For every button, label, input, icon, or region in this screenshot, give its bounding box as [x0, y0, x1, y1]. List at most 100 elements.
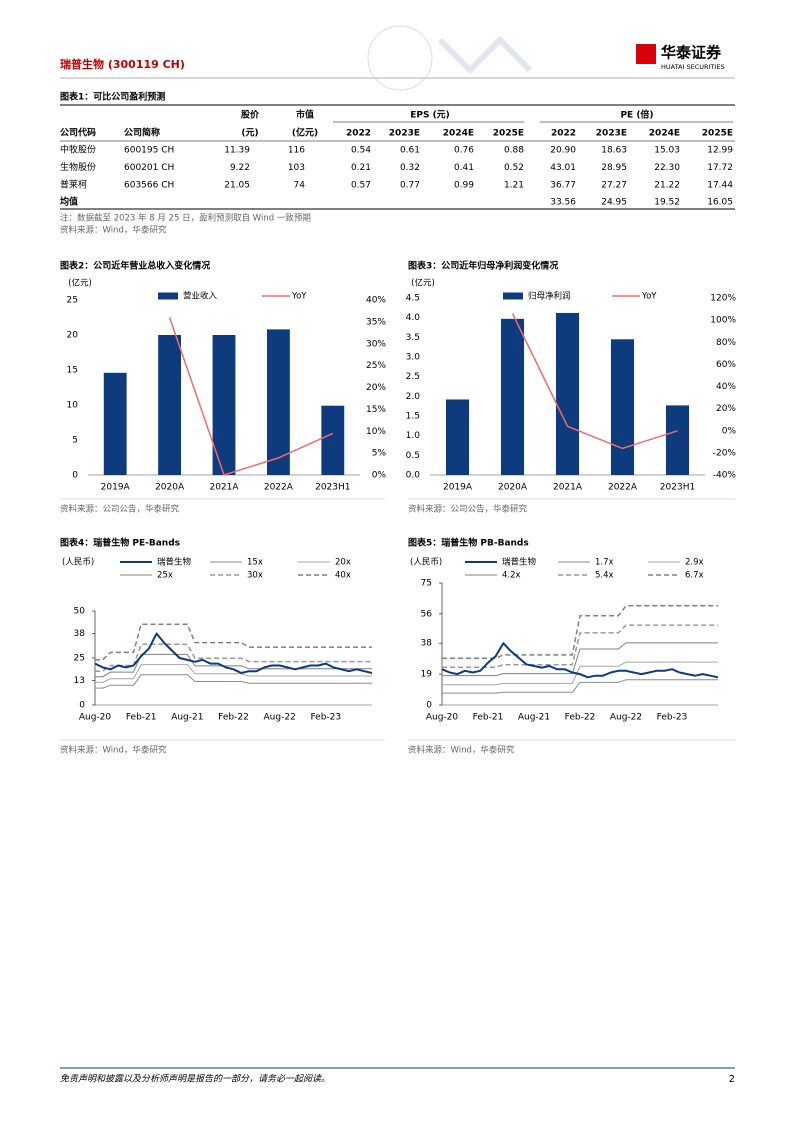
- table-note: 注：数据截至 2023 年 8 月 25 日，盈利预测取自 Wind 一致预期: [60, 213, 311, 224]
- axis-unit: (亿元): [68, 278, 92, 289]
- x-tick-label: Feb-22: [218, 713, 249, 723]
- legend-label: YoY: [641, 292, 657, 302]
- legend-label: 30x: [247, 571, 263, 581]
- legend-label: 40x: [335, 571, 351, 581]
- y-tick-label: 50: [74, 607, 86, 617]
- average-cell: 19.52: [654, 198, 680, 208]
- y-tick-label: 5: [72, 436, 78, 446]
- x-tick-label: 2023H1: [660, 483, 695, 493]
- y2-tick-label: 100%: [710, 316, 736, 326]
- legend-label: 瑞普生物: [502, 557, 537, 568]
- series-line: [95, 653, 372, 678]
- table-cell: 0.41: [454, 163, 474, 173]
- y-tick-label: 0.0: [406, 471, 421, 481]
- figure-source: 资料来源：Wind，华泰研究: [60, 745, 167, 756]
- y-tick-label: 4.0: [406, 313, 421, 323]
- x-tick-label: 2021A: [209, 483, 239, 493]
- y-tick-label: 0: [72, 471, 78, 481]
- logo-mark: [636, 44, 656, 64]
- x-tick-label: Feb-22: [565, 713, 596, 723]
- y2-tick-label: 0%: [372, 471, 387, 481]
- series-line: [442, 624, 718, 669]
- x-tick-label: 2023H1: [315, 483, 350, 493]
- bar: [555, 312, 580, 475]
- table-source: 资料来源：Wind，华泰研究: [60, 225, 167, 236]
- y-tick-label: 15: [67, 366, 78, 376]
- x-tick-label: Feb-21: [126, 713, 157, 723]
- y2-tick-label: 5%: [372, 449, 387, 459]
- column-header: 2022: [551, 129, 576, 139]
- y-tick-label: 10: [67, 401, 79, 411]
- figure-title: 图表3：公司近年归母净利润变化情况: [408, 260, 558, 272]
- column-header: 2025E: [702, 129, 733, 139]
- table-cell: 0.32: [400, 163, 420, 173]
- axis-unit: (亿元): [411, 278, 435, 289]
- y-tick-label: 19: [421, 670, 433, 680]
- x-tick-label: 2021A: [553, 483, 583, 493]
- series-line: [442, 642, 718, 677]
- series-line: [95, 623, 372, 661]
- legend-label: 瑞普生物: [157, 557, 192, 568]
- table-cell: 20.90: [550, 146, 576, 156]
- y2-tick-label: 120%: [710, 294, 736, 304]
- series-line: [94, 632, 373, 674]
- table-cell: 21.05: [224, 181, 250, 191]
- y-tick-label: 2.0: [406, 392, 421, 402]
- series-line: [95, 643, 372, 672]
- table-cell: 0.21: [351, 163, 371, 173]
- column-header: 2022: [346, 129, 371, 139]
- table-cell: 12.99: [707, 146, 733, 156]
- group-header: EPS (元): [410, 110, 450, 121]
- x-tick-label: 2020A: [498, 483, 528, 493]
- average-cell: 24.95: [601, 198, 627, 208]
- legend-label: 6.7x: [685, 571, 704, 581]
- y2-tick-label: 0%: [722, 426, 737, 436]
- y-tick-label: 20: [67, 331, 79, 341]
- x-tick-label: 2020A: [155, 483, 185, 493]
- y-tick-label: 25: [67, 296, 78, 306]
- table-cell: 0.52: [504, 163, 524, 173]
- table-cell: 9.22: [230, 163, 250, 173]
- column-header: 公司代码: [60, 127, 96, 139]
- x-tick-label: Aug-21: [518, 713, 550, 723]
- legend-swatch: [503, 292, 523, 300]
- figure-title: 图表2：公司近年营业总收入变化情况: [60, 260, 210, 272]
- figure-source: 资料来源：公司公告，华泰研究: [60, 504, 180, 515]
- y2-tick-label: 80%: [716, 338, 736, 348]
- bar: [610, 339, 635, 475]
- group-header: 股价: [241, 110, 260, 121]
- y2-tick-label: 60%: [716, 360, 736, 370]
- table-cell: 22.30: [654, 163, 680, 173]
- bar: [665, 405, 690, 475]
- bar: [103, 372, 127, 475]
- y2-tick-label: 35%: [366, 317, 386, 327]
- series-line: [442, 679, 718, 694]
- y-tick-label: 25: [74, 654, 85, 664]
- y2-tick-label: 10%: [366, 427, 386, 437]
- column-header: 2023E: [389, 129, 420, 139]
- figure-title: 图表5：瑞普生物 PB-Bands: [408, 537, 529, 549]
- y-tick-label: 0: [426, 701, 432, 711]
- x-tick-label: 2022A: [264, 483, 294, 493]
- column-header: (亿元): [292, 127, 318, 139]
- page-number: 2: [729, 1074, 735, 1085]
- table-cell: 43.01: [550, 163, 576, 173]
- x-tick-label: 2022A: [608, 483, 638, 493]
- column-header: (元): [241, 128, 258, 139]
- series-line: [168, 317, 334, 476]
- y-tick-label: 0.5: [406, 451, 420, 461]
- table-cell: 116: [288, 146, 305, 156]
- bar: [212, 335, 236, 475]
- y-tick-label: 3.0: [406, 353, 421, 363]
- table-cell: 生物股份: [60, 161, 96, 173]
- header-title: 瑞普生物 (300119 CH): [60, 57, 185, 71]
- group-header: 市值: [296, 109, 314, 121]
- series-line: [442, 605, 718, 659]
- table-cell: 11.39: [224, 146, 250, 156]
- logo-en: HUATAI SECURITIES: [661, 63, 725, 71]
- x-tick-label: 2019A: [443, 483, 473, 493]
- bar: [500, 318, 525, 475]
- x-tick-label: Feb-23: [311, 713, 342, 723]
- table-cell: 603566 CH: [124, 181, 174, 191]
- series-line: [95, 664, 372, 683]
